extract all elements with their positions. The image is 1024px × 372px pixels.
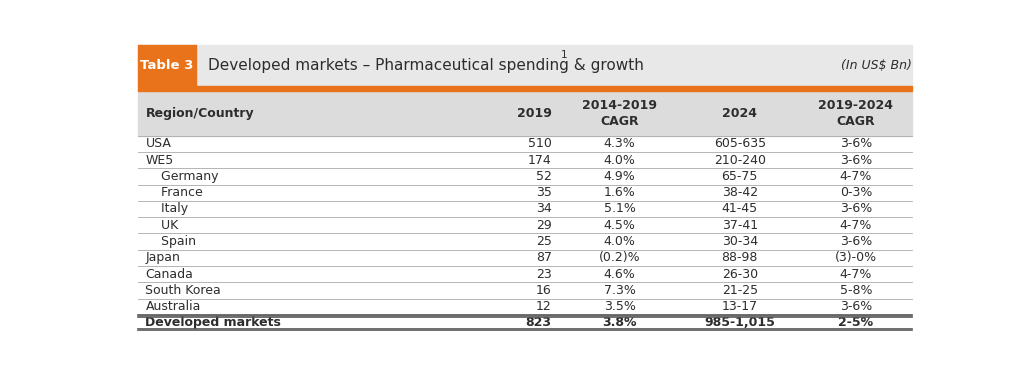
Text: 3-6%: 3-6% bbox=[840, 154, 872, 167]
Text: WE5: WE5 bbox=[145, 154, 174, 167]
Text: Developed markets: Developed markets bbox=[145, 317, 282, 330]
Text: 65-75: 65-75 bbox=[722, 170, 758, 183]
Text: 985-1,015: 985-1,015 bbox=[705, 317, 775, 330]
Text: 21-25: 21-25 bbox=[722, 284, 758, 297]
Text: 52: 52 bbox=[536, 170, 552, 183]
Text: USA: USA bbox=[145, 137, 171, 150]
Text: 4.5%: 4.5% bbox=[604, 219, 636, 232]
Bar bbox=[137, 250, 912, 266]
Text: Italy: Italy bbox=[145, 202, 188, 215]
Text: 2019: 2019 bbox=[517, 107, 552, 120]
Text: 38-42: 38-42 bbox=[722, 186, 758, 199]
Bar bbox=[137, 266, 912, 282]
Bar bbox=[137, 298, 912, 315]
Text: France: France bbox=[145, 186, 203, 199]
Text: 37-41: 37-41 bbox=[722, 219, 758, 232]
Text: 3.5%: 3.5% bbox=[604, 300, 636, 313]
Text: 88-98: 88-98 bbox=[722, 251, 758, 264]
Text: 30-34: 30-34 bbox=[722, 235, 758, 248]
Text: (In US$ Bn): (In US$ Bn) bbox=[841, 59, 912, 72]
Text: 823: 823 bbox=[525, 317, 552, 330]
Text: 4-7%: 4-7% bbox=[840, 219, 872, 232]
Text: 0-3%: 0-3% bbox=[840, 186, 872, 199]
Text: 26-30: 26-30 bbox=[722, 267, 758, 280]
Text: 2019-2024
CAGR: 2019-2024 CAGR bbox=[818, 99, 893, 128]
Bar bbox=[137, 217, 912, 233]
Text: 34: 34 bbox=[536, 202, 552, 215]
Text: 4-7%: 4-7% bbox=[840, 170, 872, 183]
Text: 174: 174 bbox=[528, 154, 552, 167]
Bar bbox=[137, 185, 912, 201]
Text: 1: 1 bbox=[561, 50, 567, 60]
Text: 7.3%: 7.3% bbox=[604, 284, 636, 297]
Text: Developed markets – Pharmaceutical spending & growth: Developed markets – Pharmaceutical spend… bbox=[208, 58, 643, 73]
Bar bbox=[137, 86, 912, 92]
Text: (3)-0%: (3)-0% bbox=[835, 251, 877, 264]
Text: 3-6%: 3-6% bbox=[840, 300, 872, 313]
Text: 4.3%: 4.3% bbox=[604, 137, 636, 150]
Text: Japan: Japan bbox=[145, 251, 180, 264]
Text: 3-6%: 3-6% bbox=[840, 235, 872, 248]
Text: 25: 25 bbox=[536, 235, 552, 248]
Text: UK: UK bbox=[145, 219, 179, 232]
Text: 2-5%: 2-5% bbox=[839, 317, 873, 330]
Text: South Korea: South Korea bbox=[145, 284, 221, 297]
Text: 210-240: 210-240 bbox=[714, 154, 766, 167]
Text: 605-635: 605-635 bbox=[714, 137, 766, 150]
Bar bbox=[137, 92, 912, 136]
Bar bbox=[137, 45, 196, 86]
Bar bbox=[137, 168, 912, 185]
Text: 3-6%: 3-6% bbox=[840, 202, 872, 215]
Text: 4.0%: 4.0% bbox=[604, 154, 636, 167]
Text: 3.8%: 3.8% bbox=[602, 317, 637, 330]
Text: 5-8%: 5-8% bbox=[840, 284, 872, 297]
Text: 2024: 2024 bbox=[722, 107, 757, 120]
Text: 35: 35 bbox=[536, 186, 552, 199]
Bar bbox=[137, 201, 912, 217]
Text: 29: 29 bbox=[536, 219, 552, 232]
Text: 510: 510 bbox=[527, 137, 552, 150]
Text: 3-6%: 3-6% bbox=[840, 137, 872, 150]
Text: Table 3: Table 3 bbox=[140, 59, 194, 72]
Text: Germany: Germany bbox=[145, 170, 219, 183]
Text: 41-45: 41-45 bbox=[722, 202, 758, 215]
Text: 4.9%: 4.9% bbox=[604, 170, 636, 183]
Bar bbox=[137, 45, 912, 86]
Text: Region/Country: Region/Country bbox=[145, 107, 254, 120]
Bar bbox=[137, 282, 912, 298]
Text: (0.2)%: (0.2)% bbox=[599, 251, 640, 264]
Text: 4.6%: 4.6% bbox=[604, 267, 636, 280]
Bar bbox=[137, 233, 912, 250]
Bar bbox=[137, 152, 912, 168]
Text: 1.6%: 1.6% bbox=[604, 186, 636, 199]
Text: 12: 12 bbox=[536, 300, 552, 313]
Text: 5.1%: 5.1% bbox=[604, 202, 636, 215]
Text: 87: 87 bbox=[536, 251, 552, 264]
Text: Australia: Australia bbox=[145, 300, 201, 313]
Bar bbox=[137, 136, 912, 152]
Text: Canada: Canada bbox=[145, 267, 194, 280]
Text: 13-17: 13-17 bbox=[722, 300, 758, 313]
Text: Spain: Spain bbox=[145, 235, 197, 248]
Text: 2014-2019
CAGR: 2014-2019 CAGR bbox=[583, 99, 657, 128]
Bar bbox=[137, 315, 912, 331]
Text: 16: 16 bbox=[536, 284, 552, 297]
Text: 23: 23 bbox=[536, 267, 552, 280]
Text: 4.0%: 4.0% bbox=[604, 235, 636, 248]
Text: 4-7%: 4-7% bbox=[840, 267, 872, 280]
